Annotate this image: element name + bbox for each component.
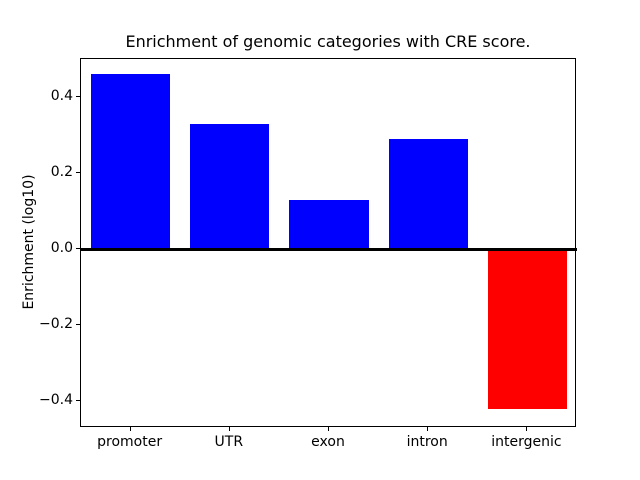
x-tick-label-UTR: UTR (214, 434, 244, 450)
y-tick-label-0.2: 0.2 (50, 164, 73, 181)
x-tick-label-exon: exon (311, 434, 345, 450)
x-tick-label-intron: intron (406, 434, 448, 450)
y-tick-mark-0.0 (76, 248, 80, 250)
y-tick-label-−0.2: −0.2 (39, 316, 73, 333)
y-tick-label-−0.4: −0.4 (39, 392, 73, 409)
y-tick-mark-0.2 (76, 172, 80, 174)
y-tick-mark-0.4 (76, 96, 80, 98)
x-tick-label-promoter: promoter (97, 434, 163, 450)
y-tick-mark-−0.4 (76, 400, 80, 402)
bar-intron (388, 138, 468, 250)
bar-promoter (90, 74, 171, 250)
y-tick-mark-−0.2 (76, 324, 80, 326)
y-tick-label-0.4: 0.4 (50, 88, 73, 105)
x-tick-mark-promoter (129, 427, 131, 431)
y-tick-label-0.0: 0.0 (50, 240, 73, 257)
x-tick-mark-intergenic (526, 427, 528, 431)
x-tick-mark-intron (427, 427, 429, 431)
chart-title: Enrichment of genomic categories with CR… (125, 32, 531, 51)
x-tick-label-intergenic: intergenic (491, 434, 562, 450)
bar-exon (289, 199, 369, 250)
x-tick-mark-exon (328, 427, 329, 431)
plot-area (80, 58, 577, 427)
zero-line (81, 247, 577, 251)
x-tick-mark-UTR (228, 427, 230, 431)
bar-UTR (190, 123, 270, 250)
bar-intergenic (487, 249, 568, 409)
